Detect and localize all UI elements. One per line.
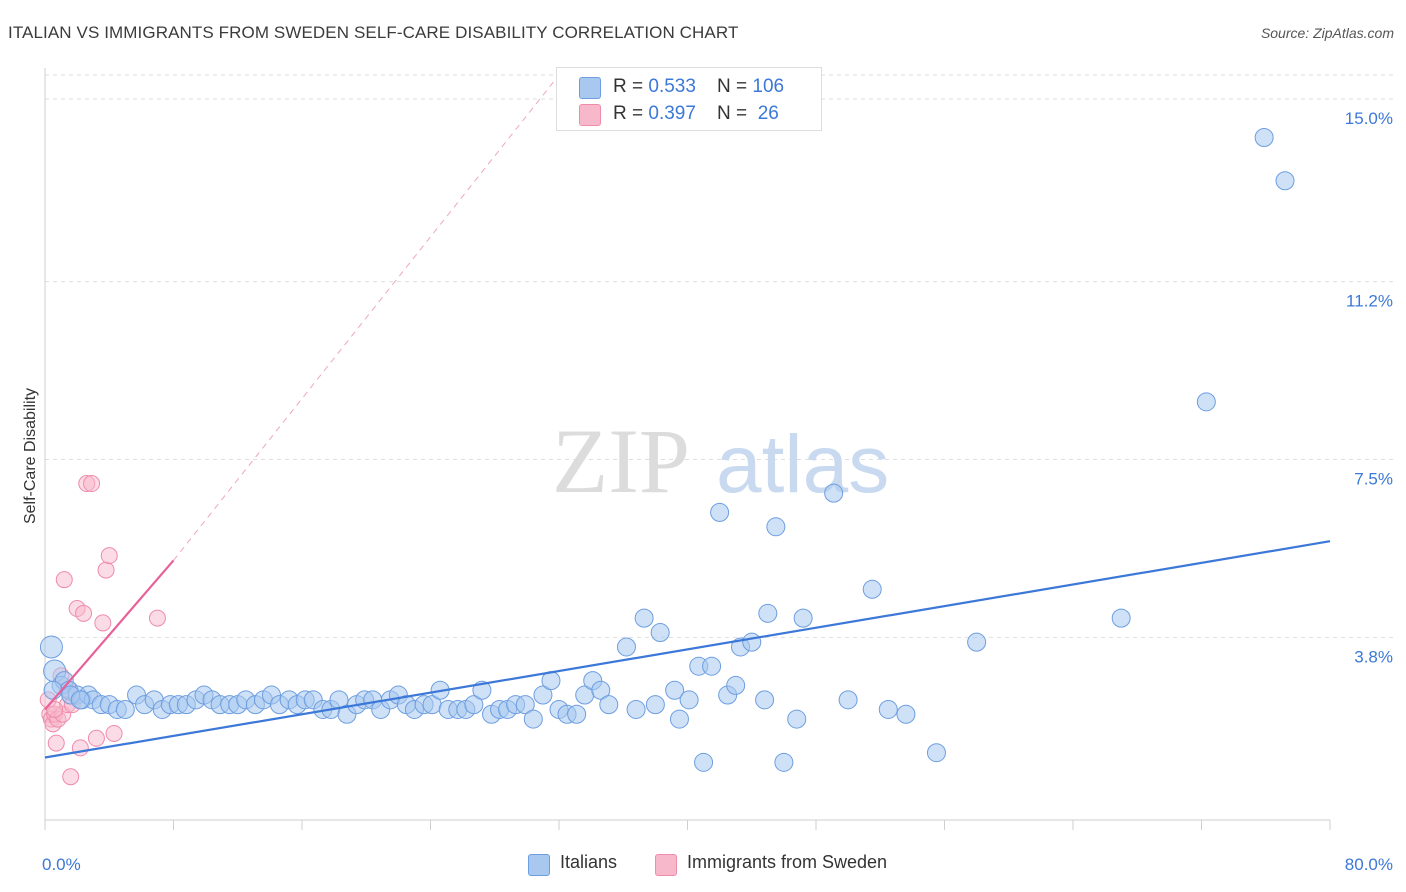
point-italians: [774, 752, 794, 772]
series-italians-points: [39, 127, 1295, 772]
point-italians: [1275, 171, 1295, 191]
watermark-atlas: atlas: [716, 419, 889, 510]
point-sweden: [105, 724, 123, 742]
point-sweden: [55, 571, 73, 589]
legend-label-sweden: Immigrants from Sweden: [687, 852, 888, 872]
tick-labels: 3.8% 7.5% 11.2% 15.0% 0.0% 80.0%: [42, 109, 1393, 874]
series-sweden-points: [39, 475, 166, 786]
point-italians: [878, 699, 898, 719]
trend-line-sweden: [44, 559, 175, 711]
point-italians: [679, 690, 699, 710]
point-sweden: [46, 700, 64, 718]
point-sweden: [62, 768, 80, 786]
point-italians: [755, 690, 775, 710]
point-italians: [1196, 392, 1216, 412]
point-italians: [533, 685, 553, 705]
point-italians: [766, 517, 786, 537]
point-italians: [758, 603, 778, 623]
point-italians: [650, 623, 670, 643]
legend-swatch-sweden: [655, 854, 677, 876]
trend-line-italians: [44, 540, 1331, 759]
x-tick-label-min: 0.0%: [42, 855, 81, 874]
legend-swatch-italians: [579, 77, 601, 99]
n-label: N =: [717, 76, 753, 97]
point-sweden: [75, 604, 93, 622]
y-tick-label: 15.0%: [1345, 109, 1393, 128]
n-value: 26: [752, 103, 779, 124]
source-label: Source: ZipAtlas.com: [1260, 25, 1394, 41]
stats-legend: R = 0.533 N = 106 R = 0.397 N = 26: [556, 67, 822, 131]
point-italians: [634, 608, 654, 628]
point-italians: [710, 502, 730, 522]
trend-lines: [44, 540, 1331, 759]
point-italians: [838, 690, 858, 710]
legend-row-italians: R = 0.533 N = 106: [579, 76, 784, 99]
point-italians: [694, 752, 714, 772]
point-italians: [115, 699, 135, 719]
point-italians: [669, 709, 689, 729]
n-label: N =: [717, 103, 753, 124]
point-sweden: [97, 561, 115, 579]
point-italians: [787, 709, 807, 729]
point-italians: [742, 632, 762, 652]
point-sweden: [47, 734, 65, 752]
point-italians: [616, 637, 636, 657]
point-italians: [793, 608, 813, 628]
point-italians: [567, 704, 587, 724]
point-italians: [896, 704, 916, 724]
point-italians: [515, 695, 535, 715]
grid-lines: [45, 74, 1393, 638]
y-axis-label: Self-Care Disability: [22, 388, 39, 524]
point-italians: [43, 680, 63, 700]
point-italians: [39, 635, 63, 659]
n-value: 106: [752, 76, 785, 97]
y-tick-label: 7.5%: [1354, 470, 1393, 489]
point-italians: [926, 743, 946, 763]
point-italians: [967, 632, 987, 652]
point-italians: [591, 680, 611, 700]
point-italians: [824, 483, 844, 503]
point-italians: [1254, 127, 1274, 147]
series-legend: Italians Immigrants from Sweden: [0, 851, 1406, 877]
point-italians: [464, 695, 484, 715]
r-value: 0.397: [648, 103, 696, 124]
point-italians: [626, 699, 646, 719]
trend-extension-sweden: [173, 74, 560, 561]
trend-extension: [173, 74, 560, 561]
point-sweden: [94, 614, 112, 632]
legend-row-sweden: R = 0.397 N = 26: [579, 103, 779, 126]
legend-swatch-italians: [528, 854, 550, 876]
watermark-zip: ZIP: [552, 410, 690, 512]
point-italians: [726, 675, 746, 695]
legend-label-italians: Italians: [560, 852, 618, 872]
point-italians: [599, 695, 619, 715]
r-label: R =: [613, 76, 649, 97]
x-tick-label-max: 80.0%: [1345, 855, 1393, 874]
point-italians: [1111, 608, 1131, 628]
y-tick-label: 3.8%: [1354, 647, 1393, 666]
r-label: R =: [613, 103, 649, 124]
point-sweden: [100, 547, 118, 565]
point-sweden: [83, 475, 101, 493]
point-italians: [523, 709, 543, 729]
point-sweden: [87, 729, 105, 747]
point-sweden: [148, 609, 166, 627]
watermark: ZIP atlas: [552, 410, 889, 512]
point-italians: [645, 695, 665, 715]
legend-swatch-sweden: [579, 104, 601, 126]
point-italians: [665, 680, 685, 700]
point-italians: [702, 656, 722, 676]
chart-title: ITALIAN VS IMMIGRANTS FROM SWEDEN SELF-C…: [8, 23, 739, 42]
y-tick-label: 11.2%: [1346, 292, 1393, 311]
point-italians: [70, 690, 90, 710]
r-value: 0.533: [648, 76, 696, 97]
point-italians: [862, 579, 882, 599]
